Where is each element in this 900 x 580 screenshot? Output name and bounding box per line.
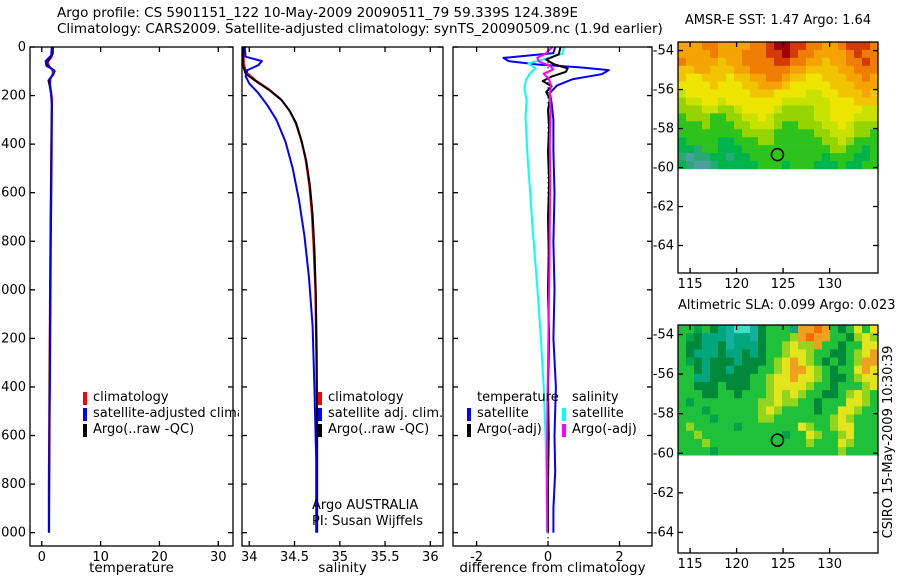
svg-text:125: 125 bbox=[771, 277, 796, 292]
svg-text:34: 34 bbox=[241, 550, 258, 565]
sst-map-title: AMSR-E SST: 1.47 Argo: 1.64 bbox=[684, 13, 872, 28]
svg-text:-56: -56 bbox=[653, 83, 674, 98]
svg-text:2: 2 bbox=[615, 550, 623, 565]
svg-text:130: 130 bbox=[817, 557, 842, 572]
satellite-adjusted-line-swatch bbox=[318, 407, 322, 421]
salinity-axis-label: salinity bbox=[318, 560, 367, 576]
svg-text:-58: -58 bbox=[653, 122, 674, 137]
svg-text:35.5: 35.5 bbox=[371, 550, 400, 565]
pi-label: PI: Susan Wijffels bbox=[312, 514, 423, 529]
svg-text:-64: -64 bbox=[653, 525, 674, 540]
legend-temperature-panel: climatology satellite-adjusted climatolo… bbox=[83, 390, 239, 438]
svg-text:120: 120 bbox=[724, 277, 749, 292]
svg-text:115: 115 bbox=[678, 557, 703, 572]
svg-text:-2: -2 bbox=[470, 550, 483, 565]
sla-map-title: Altimetric SLA: 0.099 Argo: 0.023 bbox=[678, 298, 896, 313]
svg-text:-64: -64 bbox=[653, 239, 674, 254]
legend-label: Argo(-adj) bbox=[477, 422, 542, 437]
legend-header-salinity: salinity bbox=[572, 390, 619, 405]
legend-label: climatology bbox=[328, 390, 404, 405]
svg-text:400: 400 bbox=[1, 137, 26, 152]
title-line-2: Climatology: CARS2009. Satellite-adjuste… bbox=[57, 21, 663, 37]
argo-line-swatch bbox=[83, 423, 87, 437]
temp-satellite-line-swatch bbox=[467, 407, 471, 421]
legend-row-argo-adj: Argo(-adj) bbox=[562, 422, 637, 438]
title-line-1: Argo profile: CS 5901151_122 10-May-2009… bbox=[57, 5, 578, 21]
difference-axis-label: difference from climatology bbox=[459, 560, 646, 576]
svg-text:0: 0 bbox=[544, 550, 552, 565]
svg-text:36: 36 bbox=[422, 550, 439, 565]
svg-text:-62: -62 bbox=[653, 200, 674, 215]
svg-text:1400: 1400 bbox=[0, 380, 26, 395]
svg-text:10: 10 bbox=[92, 550, 109, 565]
svg-text:130: 130 bbox=[817, 277, 842, 292]
legend-row-argo-adj: Argo(-adj) bbox=[467, 422, 559, 438]
legend-salinity-panel: climatology satellite adj. clim. Argo(..… bbox=[318, 390, 443, 438]
svg-text:200: 200 bbox=[1, 89, 26, 104]
temperature-axis-label: temperature bbox=[89, 560, 174, 576]
svg-text:-54: -54 bbox=[653, 44, 674, 59]
svg-text:30: 30 bbox=[210, 550, 227, 565]
legend-row-satellite-adj-clim: satellite adj. clim. bbox=[318, 406, 443, 422]
legend-label: Argo(-adj) bbox=[572, 422, 637, 437]
svg-text:20: 20 bbox=[151, 550, 168, 565]
satellite-adjusted-line-swatch bbox=[83, 407, 87, 421]
legend-label: Argo(..raw -QC) bbox=[93, 422, 195, 437]
svg-text:0: 0 bbox=[38, 550, 46, 565]
legend-header-temperature: temperature bbox=[477, 390, 559, 405]
legend-difference-salinity: salinity satellite Argo(-adj) bbox=[562, 390, 637, 438]
legend-row-climatology: climatology bbox=[83, 390, 239, 406]
svg-text:-60: -60 bbox=[653, 446, 674, 461]
svg-text:1000: 1000 bbox=[0, 283, 26, 298]
svg-text:-54: -54 bbox=[653, 328, 674, 343]
legend-row-argo: Argo(..raw -QC) bbox=[83, 422, 239, 438]
svg-text:2000: 2000 bbox=[0, 526, 26, 541]
svg-text:1200: 1200 bbox=[0, 331, 26, 346]
argo-australia-label: Argo AUSTRALIA bbox=[312, 498, 419, 513]
argo-line-swatch bbox=[318, 423, 322, 437]
svg-text:600: 600 bbox=[1, 186, 26, 201]
legend-row-argo: Argo(..raw -QC) bbox=[318, 422, 443, 438]
legend-row-satellite-adjusted: satellite-adjusted climatology bbox=[83, 406, 239, 422]
legend-label: satellite bbox=[477, 406, 529, 421]
climatology-line-swatch bbox=[318, 391, 322, 405]
temp-argo-adj-line-swatch bbox=[467, 423, 471, 437]
svg-text:-60: -60 bbox=[653, 161, 674, 176]
svg-text:115: 115 bbox=[678, 277, 703, 292]
svg-text:120: 120 bbox=[724, 557, 749, 572]
legend-label: Argo(..raw -QC) bbox=[328, 422, 430, 437]
legend-row-satellite: satellite bbox=[562, 406, 637, 422]
svg-text:1800: 1800 bbox=[0, 477, 26, 492]
legend-label: climatology bbox=[93, 390, 169, 405]
legend-label: satellite bbox=[572, 406, 624, 421]
svg-text:1600: 1600 bbox=[0, 429, 26, 444]
csiro-timestamp: CSIRO 15-May-2009 10:30:39 bbox=[881, 345, 896, 539]
program-annotation: Argo AUSTRALIA PI: Susan Wijffels bbox=[312, 498, 423, 530]
svg-text:-62: -62 bbox=[653, 486, 674, 501]
sal-satellite-line-swatch bbox=[562, 407, 566, 421]
climatology-line-swatch bbox=[83, 391, 87, 405]
argo-position bbox=[770, 433, 785, 447]
svg-text:-58: -58 bbox=[653, 407, 674, 422]
svg-text:800: 800 bbox=[1, 234, 26, 249]
svg-text:-56: -56 bbox=[653, 367, 674, 382]
legend-row-climatology: climatology bbox=[318, 390, 443, 406]
svg-text:34.5: 34.5 bbox=[280, 550, 309, 565]
svg-text:125: 125 bbox=[771, 557, 796, 572]
svg-text:0: 0 bbox=[18, 40, 26, 55]
argo-position bbox=[770, 147, 785, 162]
legend-difference-temperature: temperature satellite Argo(-adj) bbox=[467, 390, 559, 438]
svg-text:35: 35 bbox=[332, 550, 349, 565]
legend-row-satellite: satellite bbox=[467, 406, 559, 422]
sal-argo-adj-line-swatch bbox=[562, 423, 566, 437]
legend-label: satellite adj. clim. bbox=[328, 406, 444, 421]
figure-title: Argo profile: CS 5901151_122 10-May-2009… bbox=[57, 5, 663, 37]
legend-label: satellite-adjusted climatology bbox=[93, 406, 239, 421]
